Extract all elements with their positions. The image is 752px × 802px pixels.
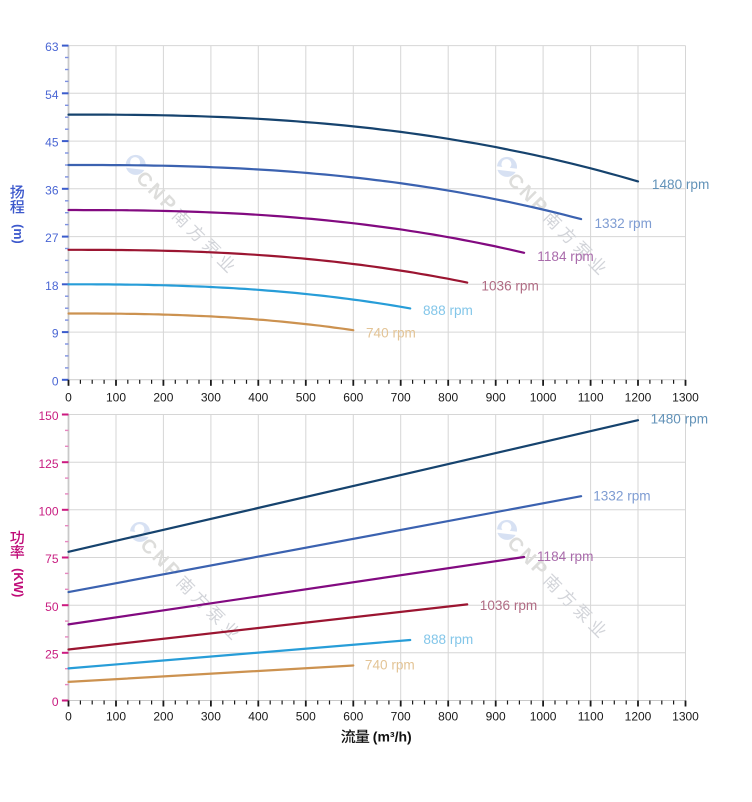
svg-text:1332 rpm: 1332 rpm [593, 488, 650, 503]
svg-text:400: 400 [248, 391, 268, 405]
svg-text:700: 700 [391, 709, 411, 723]
svg-text:0: 0 [52, 374, 59, 388]
svg-text:1480 rpm: 1480 rpm [651, 412, 708, 427]
svg-text:1300: 1300 [672, 391, 699, 405]
svg-text:75: 75 [45, 552, 59, 566]
svg-text:0: 0 [65, 391, 72, 405]
svg-text:1300: 1300 [672, 709, 699, 723]
svg-text:1184 rpm: 1184 rpm [537, 549, 593, 564]
svg-text:150: 150 [38, 409, 58, 423]
svg-text:1100: 1100 [578, 709, 604, 723]
svg-text:45: 45 [45, 136, 59, 150]
svg-text:9: 9 [52, 327, 59, 341]
svg-text:27: 27 [45, 231, 59, 245]
svg-text:1200: 1200 [625, 709, 652, 723]
svg-text:900: 900 [486, 391, 506, 405]
svg-text:1332 rpm: 1332 rpm [595, 216, 652, 231]
svg-text:300: 300 [201, 391, 221, 405]
svg-text:900: 900 [486, 709, 506, 723]
svg-text:600: 600 [343, 391, 363, 405]
svg-text:0: 0 [65, 709, 72, 723]
svg-text:25: 25 [45, 647, 59, 661]
svg-text:(m³/h): (m³/h) [373, 728, 412, 744]
svg-text:63: 63 [45, 40, 59, 54]
svg-text:600: 600 [343, 709, 363, 723]
svg-text:700: 700 [391, 391, 411, 405]
svg-text:(KW): (KW) [11, 568, 25, 597]
svg-text:800: 800 [438, 709, 458, 723]
svg-text:1480 rpm: 1480 rpm [652, 177, 709, 192]
svg-text:740 rpm: 740 rpm [366, 326, 416, 341]
svg-text:0: 0 [52, 695, 59, 709]
svg-text:800: 800 [438, 391, 458, 405]
svg-text:1036 rpm: 1036 rpm [481, 279, 538, 294]
svg-text:(m): (m) [11, 224, 25, 243]
svg-text:1100: 1100 [578, 391, 604, 405]
svg-text:1184 rpm: 1184 rpm [537, 249, 593, 264]
svg-text:100: 100 [106, 391, 126, 405]
svg-text:100: 100 [38, 504, 58, 518]
svg-text:300: 300 [201, 709, 221, 723]
svg-text:1000: 1000 [530, 391, 557, 405]
svg-text:125: 125 [38, 457, 58, 471]
svg-text:1200: 1200 [625, 391, 652, 405]
svg-text:36: 36 [45, 183, 59, 197]
svg-text:200: 200 [153, 391, 173, 405]
svg-text:740 rpm: 740 rpm [365, 658, 415, 673]
svg-text:888 rpm: 888 rpm [423, 632, 473, 647]
svg-text:54: 54 [45, 88, 59, 102]
svg-text:400: 400 [248, 709, 268, 723]
svg-text:200: 200 [153, 709, 173, 723]
svg-text:50: 50 [45, 600, 59, 614]
svg-text:888 rpm: 888 rpm [423, 303, 473, 318]
svg-text:500: 500 [296, 391, 316, 405]
svg-text:1000: 1000 [530, 709, 557, 723]
svg-text:100: 100 [106, 709, 126, 723]
svg-text:1036 rpm: 1036 rpm [480, 598, 537, 613]
svg-text:18: 18 [45, 279, 59, 293]
svg-text:500: 500 [296, 709, 316, 723]
